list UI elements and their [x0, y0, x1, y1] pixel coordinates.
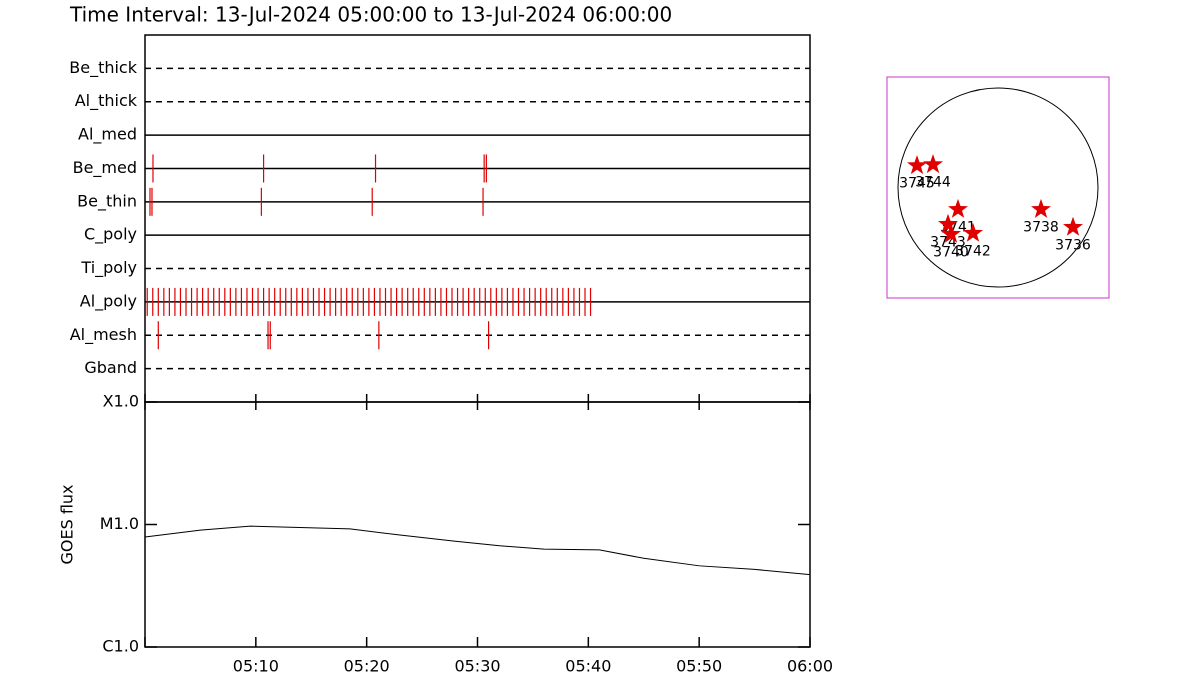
row-label: Be_thick: [69, 58, 137, 78]
region-label: 3745: [899, 176, 935, 192]
region-label: 3742: [955, 243, 991, 259]
region-label: 3736: [1055, 237, 1091, 253]
goes-frame: [144, 401, 811, 648]
region-label: 3740: [933, 244, 969, 260]
timeline-frame: [144, 34, 811, 403]
x-tick-label: 05:50: [676, 657, 722, 676]
row-label: Be_thin: [77, 191, 137, 211]
region-star: [1031, 198, 1051, 218]
region-star: [907, 155, 927, 175]
y-tick-label: M1.0: [100, 514, 139, 533]
x-tick-label: 06:00: [787, 657, 833, 676]
row-label: Gband: [84, 358, 137, 377]
solar-limb: [897, 87, 1099, 288]
goes-line: [144, 525, 811, 576]
row-label: Be_med: [73, 158, 137, 178]
x-tick-label: 05:20: [344, 657, 390, 676]
region-star: [938, 213, 958, 233]
row-label: C_poly: [84, 225, 137, 245]
region-star: [1063, 216, 1083, 236]
map-frame: [886, 76, 1110, 299]
x-tick-label: 05:30: [454, 657, 500, 676]
x-tick-label: 05:40: [565, 657, 611, 676]
y-tick-label: C1.0: [102, 637, 139, 656]
row-label: Al_mesh: [70, 325, 137, 345]
region-star: [923, 154, 943, 174]
region-star: [941, 223, 961, 243]
y-tick-label: X1.0: [103, 392, 139, 411]
region-star: [963, 222, 983, 242]
x-tick-label: 05:10: [233, 657, 279, 676]
region-label: 3744: [915, 175, 951, 191]
row-label: Al_thick: [75, 91, 138, 111]
region-star: [948, 198, 968, 218]
region-label: 3743: [930, 234, 966, 250]
row-label: Al_med: [78, 125, 137, 145]
y-axis-label: GOES flux: [58, 484, 77, 564]
row-label: Ti_poly: [80, 258, 137, 278]
row-label: Al_poly: [80, 291, 137, 311]
region-label: 3738: [1023, 219, 1059, 235]
chart-title: Time Interval: 13-Jul-2024 05:00:00 to 1…: [69, 3, 672, 27]
